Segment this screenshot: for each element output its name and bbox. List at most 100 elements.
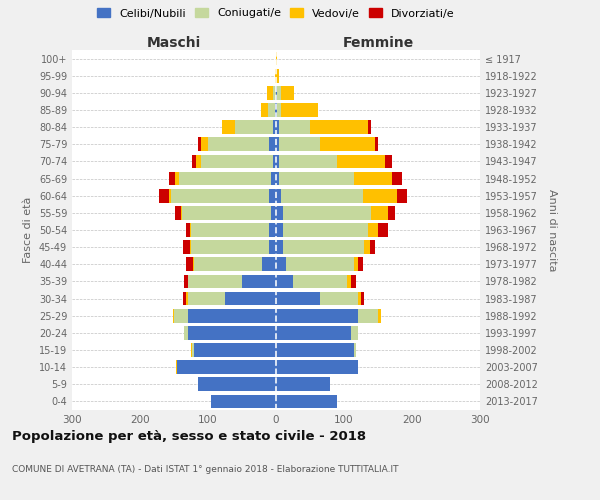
Bar [320, 292, 358, 306]
Bar [283, 206, 371, 220]
Bar [186, 292, 188, 306]
Bar [184, 274, 188, 288]
Bar [221, 120, 235, 134]
Bar [272, 86, 276, 100]
Bar [351, 326, 358, 340]
Y-axis label: Anni di nascita: Anni di nascita [547, 188, 557, 271]
Bar [277, 103, 281, 117]
Bar [276, 394, 337, 408]
Bar [281, 103, 318, 117]
Bar [188, 274, 242, 288]
Bar [280, 138, 320, 151]
Bar [242, 274, 276, 288]
Bar [276, 274, 293, 288]
Bar [280, 172, 354, 185]
Bar [276, 206, 283, 220]
Bar [397, 189, 407, 202]
Bar [271, 172, 276, 185]
Bar [276, 86, 277, 100]
Bar [269, 223, 276, 237]
Bar [337, 154, 385, 168]
Bar [363, 189, 397, 202]
Bar [347, 274, 351, 288]
Bar [179, 172, 271, 185]
Bar [276, 309, 358, 322]
Bar [320, 138, 374, 151]
Bar [201, 154, 272, 168]
Bar [175, 172, 179, 185]
Bar [281, 189, 363, 202]
Bar [275, 69, 276, 82]
Bar [368, 223, 378, 237]
Bar [173, 309, 174, 322]
Bar [276, 378, 331, 391]
Bar [267, 86, 272, 100]
Bar [183, 240, 190, 254]
Bar [188, 292, 225, 306]
Bar [351, 274, 356, 288]
Bar [276, 292, 320, 306]
Bar [178, 360, 276, 374]
Bar [276, 189, 281, 202]
Bar [277, 86, 281, 100]
Bar [191, 343, 193, 357]
Bar [276, 360, 358, 374]
Bar [378, 309, 382, 322]
Bar [186, 223, 190, 237]
Text: Popolazione per età, sesso e stato civile - 2018: Popolazione per età, sesso e stato civil… [12, 430, 366, 443]
Bar [276, 326, 351, 340]
Bar [280, 120, 310, 134]
Bar [176, 360, 178, 374]
Bar [193, 258, 194, 271]
Text: Femmine: Femmine [343, 36, 413, 50]
Legend: Celibi/Nubili, Coniugati/e, Vedovi/e, Divorziati/e: Celibi/Nubili, Coniugati/e, Vedovi/e, Di… [97, 8, 455, 18]
Bar [193, 154, 196, 168]
Bar [276, 154, 280, 168]
Bar [208, 138, 269, 151]
Bar [276, 103, 277, 117]
Bar [174, 309, 188, 322]
Bar [310, 120, 368, 134]
Bar [194, 258, 262, 271]
Bar [261, 103, 268, 117]
Bar [354, 343, 356, 357]
Bar [388, 206, 395, 220]
Bar [361, 292, 364, 306]
Bar [286, 258, 354, 271]
Bar [211, 394, 276, 408]
Bar [280, 154, 337, 168]
Bar [182, 206, 271, 220]
Bar [268, 103, 275, 117]
Bar [201, 138, 208, 151]
Bar [354, 172, 392, 185]
Bar [276, 240, 283, 254]
Bar [269, 240, 276, 254]
Bar [281, 86, 295, 100]
Bar [169, 189, 170, 202]
Bar [276, 258, 286, 271]
Text: Maschi: Maschi [147, 36, 201, 50]
Bar [198, 378, 276, 391]
Bar [272, 120, 276, 134]
Bar [385, 154, 392, 168]
Bar [170, 189, 269, 202]
Bar [269, 138, 276, 151]
Bar [283, 240, 364, 254]
Y-axis label: Fasce di età: Fasce di età [23, 197, 33, 263]
Bar [188, 326, 276, 340]
Bar [276, 172, 280, 185]
Bar [198, 138, 201, 151]
Bar [272, 154, 276, 168]
Bar [293, 274, 347, 288]
Bar [364, 240, 370, 254]
Bar [193, 343, 194, 357]
Bar [358, 292, 361, 306]
Bar [392, 172, 402, 185]
Bar [275, 103, 276, 117]
Bar [159, 189, 169, 202]
Bar [175, 206, 181, 220]
Bar [271, 206, 276, 220]
Bar [169, 172, 175, 185]
Bar [374, 138, 378, 151]
Bar [276, 69, 280, 82]
